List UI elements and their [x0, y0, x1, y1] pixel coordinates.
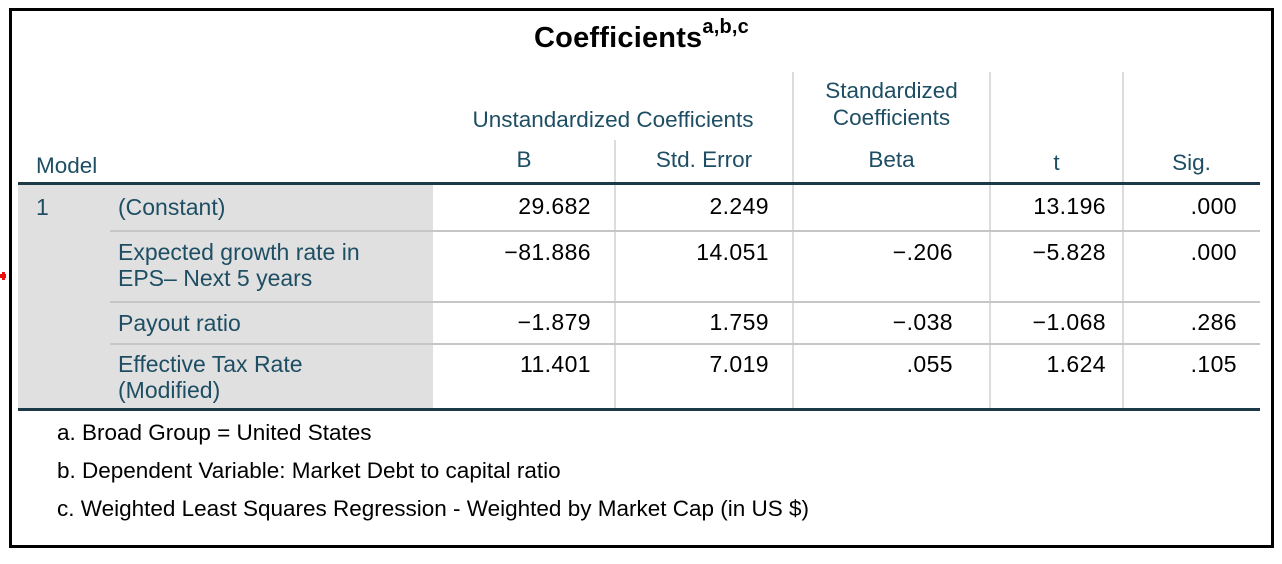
- column-header-std-error: Std. Error: [655, 147, 753, 172]
- row-label: (Constant): [118, 194, 226, 220]
- cell-b: −1.879: [517, 309, 591, 335]
- row-separator-1: [110, 230, 1260, 232]
- header-divider-t: [989, 72, 991, 182]
- column-header-b: B: [516, 147, 532, 172]
- body-divider-t-sig: [1122, 185, 1124, 408]
- table-title-text: Coefficients: [534, 22, 703, 54]
- cell-beta: .055: [906, 351, 953, 377]
- cell-std-error: 14.051: [696, 239, 769, 265]
- column-header-t: t: [1053, 150, 1060, 175]
- red-arrow-marker: [0, 272, 6, 280]
- body-divider-b-stderror: [614, 185, 616, 408]
- model-number: 1: [36, 194, 49, 220]
- cell-beta: −.038: [892, 309, 953, 335]
- footnote-c: c. Weighted Least Squares Regression - W…: [57, 496, 810, 521]
- row-separator-3: [110, 343, 1260, 345]
- header-divider-std: [792, 72, 794, 182]
- cell-t: −1.068: [1032, 309, 1106, 335]
- header-bottom-rule: [18, 182, 1260, 185]
- row-label: Payout ratio: [118, 310, 241, 336]
- cell-sig: .000: [1190, 239, 1237, 265]
- body-divider-beta-t: [989, 185, 991, 408]
- table-title: Coefficientsa,b,c: [9, 16, 1274, 55]
- header-divider-sig: [1122, 72, 1124, 182]
- cell-t: −5.828: [1032, 239, 1106, 265]
- cell-sig: .000: [1190, 193, 1237, 219]
- column-group-standardized: Standardized Coefficients: [825, 78, 958, 130]
- column-header-beta: Beta: [868, 147, 915, 172]
- footnote-b: b. Dependent Variable: Market Debt to ca…: [57, 458, 561, 483]
- cell-std-error: 7.019: [709, 351, 769, 377]
- footnote-a: a. Broad Group = United States: [57, 420, 372, 445]
- column-group-unstandardized: Unstandardized Coefficients: [472, 107, 754, 132]
- header-divider-stderror: [614, 140, 616, 182]
- row-label: Expected growth rate in EPS– Next 5 year…: [118, 239, 360, 291]
- cell-t: 13.196: [1033, 193, 1106, 219]
- cell-t: 1.624: [1046, 351, 1106, 377]
- column-header-model: Model: [36, 153, 98, 178]
- cell-std-error: 2.249: [709, 193, 769, 219]
- table-title-superscript: a,b,c: [702, 16, 749, 38]
- column-header-sig: Sig.: [1172, 150, 1211, 175]
- cell-sig: .105: [1190, 351, 1237, 377]
- cell-b: −81.886: [504, 239, 591, 265]
- cell-b: 11.401: [519, 351, 591, 377]
- cell-std-error: 1.759: [709, 309, 769, 335]
- cell-beta: −.206: [892, 239, 953, 265]
- cell-sig: .286: [1190, 309, 1237, 335]
- row-label-panel: [18, 185, 433, 408]
- row-label: Effective Tax Rate (Modified): [118, 351, 303, 403]
- body-divider-stderror-beta: [792, 185, 794, 408]
- row-separator-2: [110, 301, 1260, 303]
- cell-b: 29.682: [518, 193, 591, 219]
- table-bottom-rule: [18, 408, 1260, 411]
